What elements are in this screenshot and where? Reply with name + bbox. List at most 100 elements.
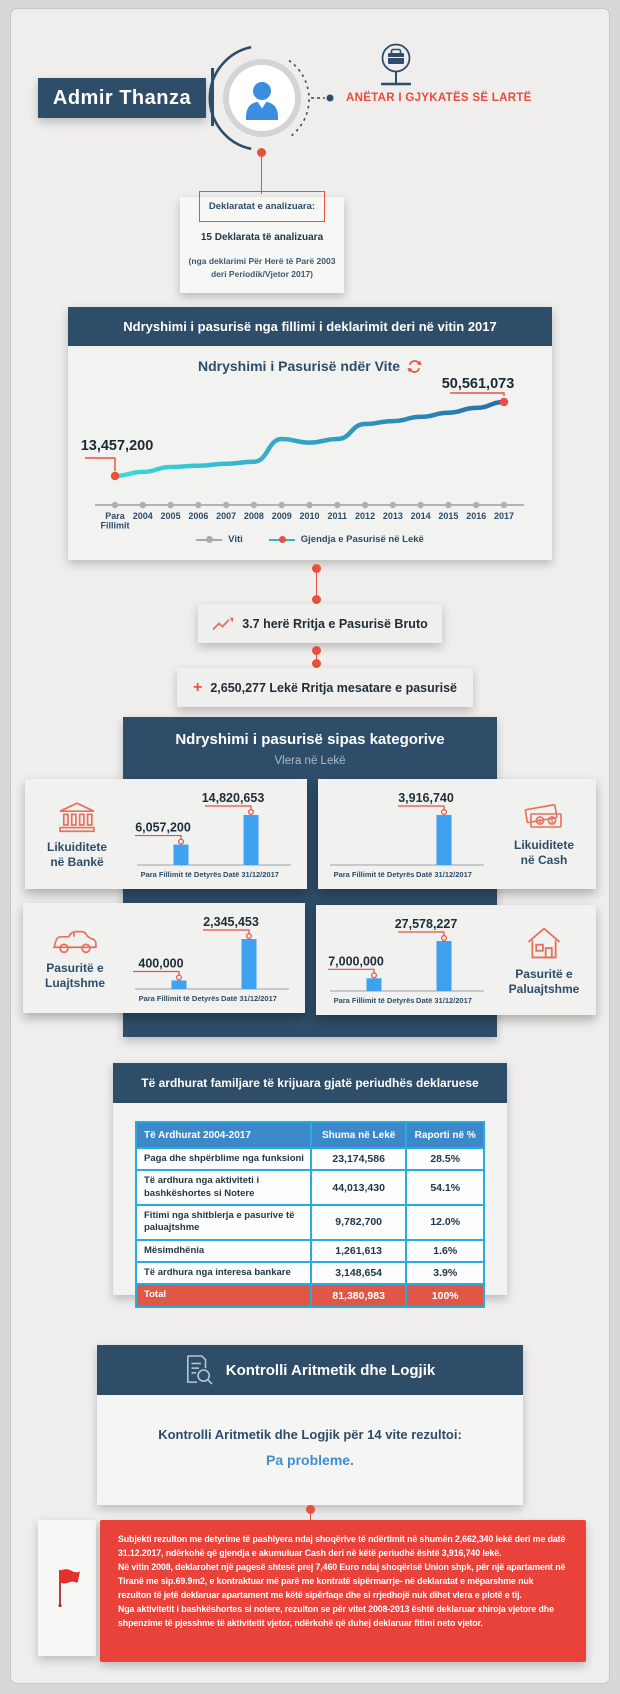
connector-line bbox=[315, 569, 318, 599]
car-icon-column: Pasuritë e Luajtshme bbox=[23, 926, 127, 991]
row-label: Paga dhe shpërblime nga funksioni bbox=[135, 1146, 312, 1172]
svg-text:Datë 31/12/2017: Datë 31/12/2017 bbox=[416, 996, 472, 1005]
row-percent: 3.9% bbox=[405, 1261, 485, 1286]
legend-wealth-label: Gjendja e Pasurisë në Lekë bbox=[300, 534, 424, 545]
total-percent: 100% bbox=[405, 1283, 485, 1308]
svg-text:Para Fillimit të Detyrës: Para Fillimit të Detyrës bbox=[141, 870, 222, 879]
house-icon bbox=[527, 926, 561, 958]
stat-average-growth-label: 2,650,277 Lekë Rritja mesatare e pasuris… bbox=[210, 680, 458, 695]
avatar-dashed-arc bbox=[288, 59, 310, 139]
row-amount: 44,013,430 bbox=[309, 1169, 408, 1207]
connector-dot bbox=[312, 646, 321, 655]
svg-text:Para Fillimit të Detyrës: Para Fillimit të Detyrës bbox=[334, 870, 415, 879]
total-amount: 81,380,983 bbox=[309, 1283, 408, 1308]
svg-text:2013: 2013 bbox=[383, 511, 403, 521]
legend-item-wealth: Gjendja e Pasurisë në Lekë bbox=[268, 534, 424, 545]
car-icon bbox=[53, 930, 97, 953]
table-header-row: Të Ardhurat 2004-2017 Shuma në Lekë Rapo… bbox=[135, 1121, 485, 1149]
flag-card bbox=[38, 1520, 96, 1656]
stat-growth-multiple: 3.7 herë Rritja e Pasurisë Bruto bbox=[198, 604, 442, 643]
immovable-bar-chart: Para Fillimit të Detyrës 7,000,000 Datë 31… bbox=[328, 917, 484, 1005]
finding-item: Subjekti rezulton me detyrime të pashlye… bbox=[118, 1534, 566, 1559]
legend-year-glyph bbox=[196, 536, 223, 543]
svg-text:Datë 31/12/2017: Datë 31/12/2017 bbox=[416, 870, 472, 879]
person-name-box: Admir Thanza bbox=[38, 78, 206, 118]
declarations-range-line1: (nga deklarimi Për Herë të Parë 2003 bbox=[188, 256, 336, 266]
control-body-text: Kontrolli Aritmetik dhe Logjik për 14 vi… bbox=[158, 1427, 462, 1442]
column-header: Shuma në Lekë bbox=[309, 1121, 408, 1149]
row-amount: 9,782,700 bbox=[309, 1204, 408, 1241]
income-table-panel: Të Ardhurat 2004-2017 Shuma në Lekë Rapo… bbox=[113, 1103, 507, 1308]
table-row: Të ardhura nga aktiviteti i bashkëshorte… bbox=[135, 1169, 485, 1207]
legend-wealth-glyph bbox=[268, 536, 295, 543]
category-card-movable: Pasuritë e Luajtshme Para Fillimit të Det… bbox=[23, 903, 305, 1013]
wealth-chart-title: Ndryshimi i Pasurisë ndër Vite bbox=[197, 358, 401, 374]
row-amount: 3,148,654 bbox=[309, 1261, 408, 1286]
connector-dot bbox=[312, 659, 321, 668]
row-label: Të ardhura nga aktiviteti i bashkëshorte… bbox=[135, 1169, 312, 1207]
briefcase-assembly bbox=[381, 43, 411, 86]
legend-item-year: Viti bbox=[196, 534, 243, 545]
house-icon-column: Pasuritë e Paluajtshme bbox=[492, 924, 596, 997]
row-amount: 23,174,586 bbox=[309, 1146, 408, 1172]
connector-stat2 bbox=[312, 646, 321, 668]
declarations-count: 15 Deklarata të analizuara bbox=[200, 232, 324, 243]
avatar-left-arc bbox=[208, 45, 252, 151]
connector-declarations bbox=[257, 148, 266, 194]
briefcase-icon bbox=[388, 48, 404, 64]
svg-text:2017: 2017 bbox=[494, 511, 514, 521]
bank-bar-chart: Para Fillimit të Detyrës 6,057,200 Datë 31… bbox=[135, 791, 291, 879]
cash-bar-chart: Para Fillimit të Detyrës Datë 31/12/2017 3… bbox=[330, 791, 484, 879]
bank-icon-column: Likuiditete në Bankë bbox=[25, 799, 129, 870]
row-percent: 28.5% bbox=[405, 1146, 485, 1172]
avatar-assembly bbox=[208, 45, 334, 151]
table-row: Mësimdhënia 1,261,613 1.6% bbox=[135, 1238, 485, 1264]
row-percent: 1.6% bbox=[405, 1238, 485, 1264]
svg-text:2006: 2006 bbox=[188, 511, 208, 521]
wealth-chart-title-row: Ndryshimi i Pasurisë ndër Vite bbox=[68, 358, 552, 374]
row-label: Fitimi nga shitblerja e pasurive të palu… bbox=[135, 1204, 312, 1241]
wealth-section-header: Ndryshimi i pasurisë nga fillimi i dekla… bbox=[68, 307, 552, 346]
declarations-range: (nga deklarimi Për Herë të Parë 2003 der… bbox=[178, 255, 346, 281]
wealth-chart-panel: Ndryshimi i Pasurisë ndër Vite Para Filli… bbox=[68, 346, 552, 560]
svg-text:2010: 2010 bbox=[299, 511, 319, 521]
declarations-range-line2: deri Periodik/Vjetor 2017) bbox=[210, 268, 314, 279]
connector-dot bbox=[312, 564, 321, 573]
table-total-row: Total 81,380,983 100% bbox=[135, 1283, 485, 1308]
wealth-section-title: Ndryshimi i pasurisë nga fillimi i dekla… bbox=[123, 319, 497, 334]
category-label: Likuiditete në Bankë bbox=[46, 839, 107, 869]
person-icon bbox=[246, 82, 278, 120]
plus-icon: + bbox=[192, 678, 203, 696]
trending-up-icon bbox=[212, 617, 234, 630]
declarations-box bbox=[180, 197, 344, 293]
income-section-title: Të ardhurat familjare të krijuara gjatë … bbox=[141, 1076, 479, 1090]
category-card-cash: $ $ Likuiditete në Cash Para Fillimit të … bbox=[318, 779, 596, 889]
findings-box: Subjekti rezulton me detyrime të pashlye… bbox=[100, 1520, 586, 1662]
connector-findings bbox=[306, 1505, 315, 1523]
control-result: Pa probleme. bbox=[266, 1452, 354, 1468]
total-label: Total bbox=[135, 1283, 312, 1308]
cash-icon-column: $ $ Likuiditete në Cash bbox=[492, 801, 596, 868]
categories-subtitle: Vlera në Lekë bbox=[274, 755, 346, 767]
svg-text:Datë 31/12/2017: Datë 31/12/2017 bbox=[223, 870, 279, 879]
svg-text:27,578,227: 27,578,227 bbox=[395, 917, 458, 931]
income-section-header: Të ardhurat familjare të krijuara gjatë … bbox=[113, 1063, 507, 1103]
svg-text:$: $ bbox=[538, 819, 541, 825]
row-amount: 1,261,613 bbox=[309, 1238, 408, 1264]
connector-dot bbox=[312, 595, 321, 604]
name-connector-line bbox=[211, 68, 214, 126]
svg-text:13,457,200: 13,457,200 bbox=[81, 438, 154, 454]
table-row: Fitimi nga shitblerja e pasurive të palu… bbox=[135, 1204, 485, 1241]
svg-text:2015: 2015 bbox=[438, 511, 458, 521]
svg-text:Para Fillimit të Detyrës: Para Fillimit të Detyrës bbox=[139, 994, 220, 1003]
control-section-title: Kontrolli Aritmetik dhe Logjik bbox=[225, 1361, 436, 1379]
category-card-bank: Likuiditete në Bankë Para Fillimit të Det… bbox=[25, 779, 307, 889]
connector-line bbox=[309, 1510, 312, 1523]
income-table: Të Ardhurat 2004-2017 Shuma në Lekë Rapo… bbox=[135, 1121, 485, 1308]
svg-text:2005: 2005 bbox=[161, 511, 181, 521]
category-label: Pasuritë e Paluajtshme bbox=[508, 966, 580, 996]
category-label: Likuiditete në Cash bbox=[513, 837, 574, 867]
connector-line bbox=[315, 651, 318, 664]
